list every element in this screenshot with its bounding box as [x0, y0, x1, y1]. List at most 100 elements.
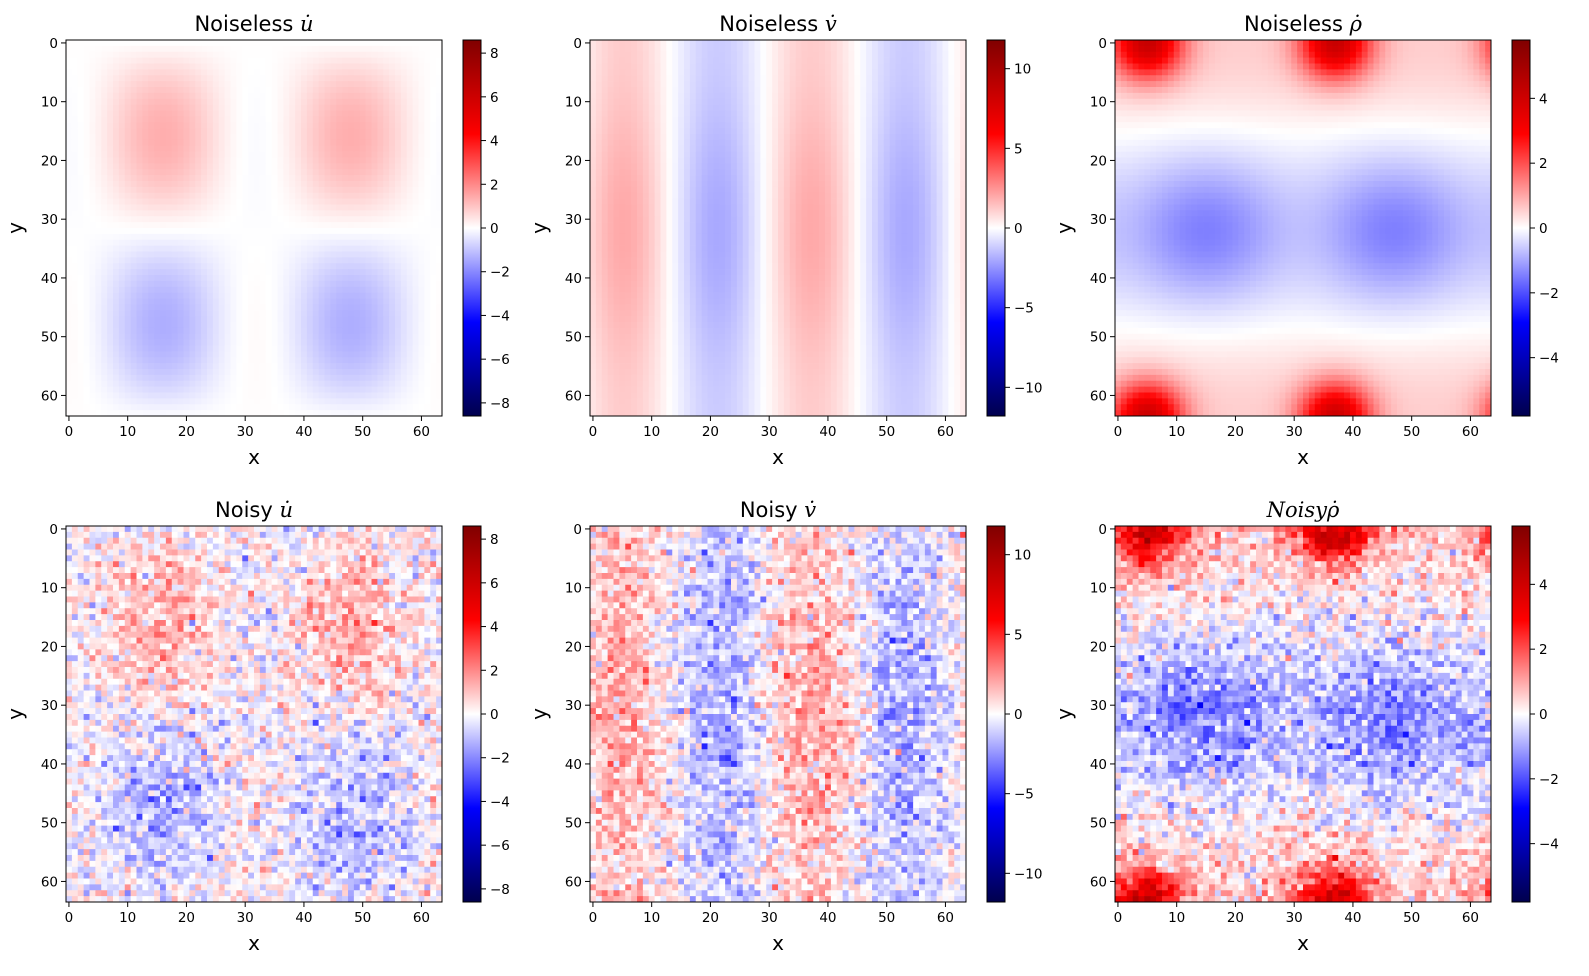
- heatmap-cell: [413, 58, 419, 64]
- heatmap-cell: [301, 146, 307, 152]
- heatmap-cell: [778, 40, 784, 46]
- heatmap-cell: [430, 158, 436, 164]
- heatmap-cell: [131, 287, 137, 293]
- heatmap-cell: [178, 134, 184, 140]
- heatmap-cell: [242, 69, 248, 75]
- heatmap-cell: [366, 116, 372, 122]
- heatmap-cell: [78, 116, 84, 122]
- heatmap-cell: [195, 175, 201, 181]
- heatmap-cell: [272, 410, 278, 416]
- heatmap-cell: [248, 393, 254, 399]
- heatmap-cell: [219, 240, 225, 246]
- heatmap-cell: [366, 140, 372, 146]
- heatmap-cell: [401, 52, 407, 58]
- heatmap-cell: [360, 340, 366, 346]
- heatmap-cell: [424, 257, 430, 263]
- heatmap-cell: [649, 64, 655, 70]
- heatmap-cell: [242, 222, 248, 228]
- heatmap-cell: [366, 175, 372, 181]
- heatmap-cell: [236, 187, 242, 193]
- heatmap-cell: [207, 105, 213, 111]
- heatmap-cell: [213, 152, 219, 158]
- heatmap-cell: [948, 69, 954, 75]
- heatmap-cell: [260, 381, 266, 387]
- heatmap-cell: [172, 163, 178, 169]
- heatmap-cell: [313, 210, 319, 216]
- heatmap-cell: [319, 393, 325, 399]
- heatmap-cell: [719, 69, 725, 75]
- heatmap-cell: [213, 87, 219, 93]
- heatmap-cell: [407, 304, 413, 310]
- heatmap-cell: [348, 281, 354, 287]
- heatmap-cell: [424, 234, 430, 240]
- heatmap-cell: [424, 58, 430, 64]
- heatmap-cell: [148, 122, 154, 128]
- heatmap-cell: [430, 58, 436, 64]
- heatmap-cell: [389, 275, 395, 281]
- heatmap-cell: [377, 287, 383, 293]
- heatmap-cell: [137, 140, 143, 146]
- heatmap-cell: [919, 52, 925, 58]
- heatmap-cell: [172, 393, 178, 399]
- heatmap-cell: [125, 234, 131, 240]
- heatmap-cell: [960, 87, 966, 93]
- heatmap-cell: [160, 116, 166, 122]
- heatmap-cell: [336, 116, 342, 122]
- heatmap-cell: [78, 46, 84, 52]
- heatmap-cell: [242, 234, 248, 240]
- heatmap-cell: [313, 116, 319, 122]
- heatmap-cell: [383, 64, 389, 70]
- heatmap-cell: [884, 87, 890, 93]
- heatmap-cell: [401, 369, 407, 375]
- x-tick-label: 30: [237, 424, 254, 440]
- heatmap-cell: [360, 322, 366, 328]
- heatmap-cell: [137, 269, 143, 275]
- heatmap-cell: [260, 257, 266, 263]
- heatmap-cell: [154, 87, 160, 93]
- heatmap-cell: [737, 87, 743, 93]
- heatmap-cell: [172, 310, 178, 316]
- heatmap-cell: [948, 64, 954, 70]
- heatmap-cell: [90, 228, 96, 234]
- heatmap-cell: [925, 52, 931, 58]
- heatmap-cell: [807, 99, 813, 105]
- heatmap-cell: [172, 387, 178, 393]
- heatmap-cell: [131, 105, 137, 111]
- heatmap-cell: [119, 363, 125, 369]
- heatmap-cell: [231, 93, 237, 99]
- heatmap-cell: [377, 404, 383, 410]
- heatmap-cell: [360, 175, 366, 181]
- heatmap-cell: [819, 75, 825, 81]
- heatmap-cell: [184, 163, 190, 169]
- heatmap-cell: [184, 363, 190, 369]
- heatmap-cell: [366, 210, 372, 216]
- heatmap-cell: [295, 228, 301, 234]
- heatmap-cell: [242, 64, 248, 70]
- heatmap-cell: [313, 216, 319, 222]
- heatmap-cell: [283, 398, 289, 404]
- heatmap-cell: [278, 163, 284, 169]
- heatmap-cell: [283, 410, 289, 416]
- heatmap-cell: [336, 281, 342, 287]
- heatmap-cell: [260, 234, 266, 240]
- heatmap-cell: [95, 346, 101, 352]
- heatmap-cell: [195, 199, 201, 205]
- heatmap-cell: [330, 193, 336, 199]
- heatmap-cell: [354, 111, 360, 117]
- heatmap-cell: [189, 81, 195, 87]
- heatmap-cell: [119, 334, 125, 340]
- heatmap-cell: [389, 169, 395, 175]
- heatmap-cell: [684, 87, 690, 93]
- heatmap-cell: [236, 316, 242, 322]
- heatmap-cell: [837, 40, 843, 46]
- heatmap-cell: [148, 304, 154, 310]
- heatmap-cell: [236, 257, 242, 263]
- heatmap-cell: [119, 340, 125, 346]
- heatmap-cell: [201, 246, 207, 252]
- heatmap-cell: [372, 205, 378, 211]
- heatmap-cell: [195, 404, 201, 410]
- heatmap-cell: [743, 105, 749, 111]
- heatmap-cell: [436, 140, 442, 146]
- heatmap-cell: [78, 263, 84, 269]
- heatmap-cell: [661, 58, 667, 64]
